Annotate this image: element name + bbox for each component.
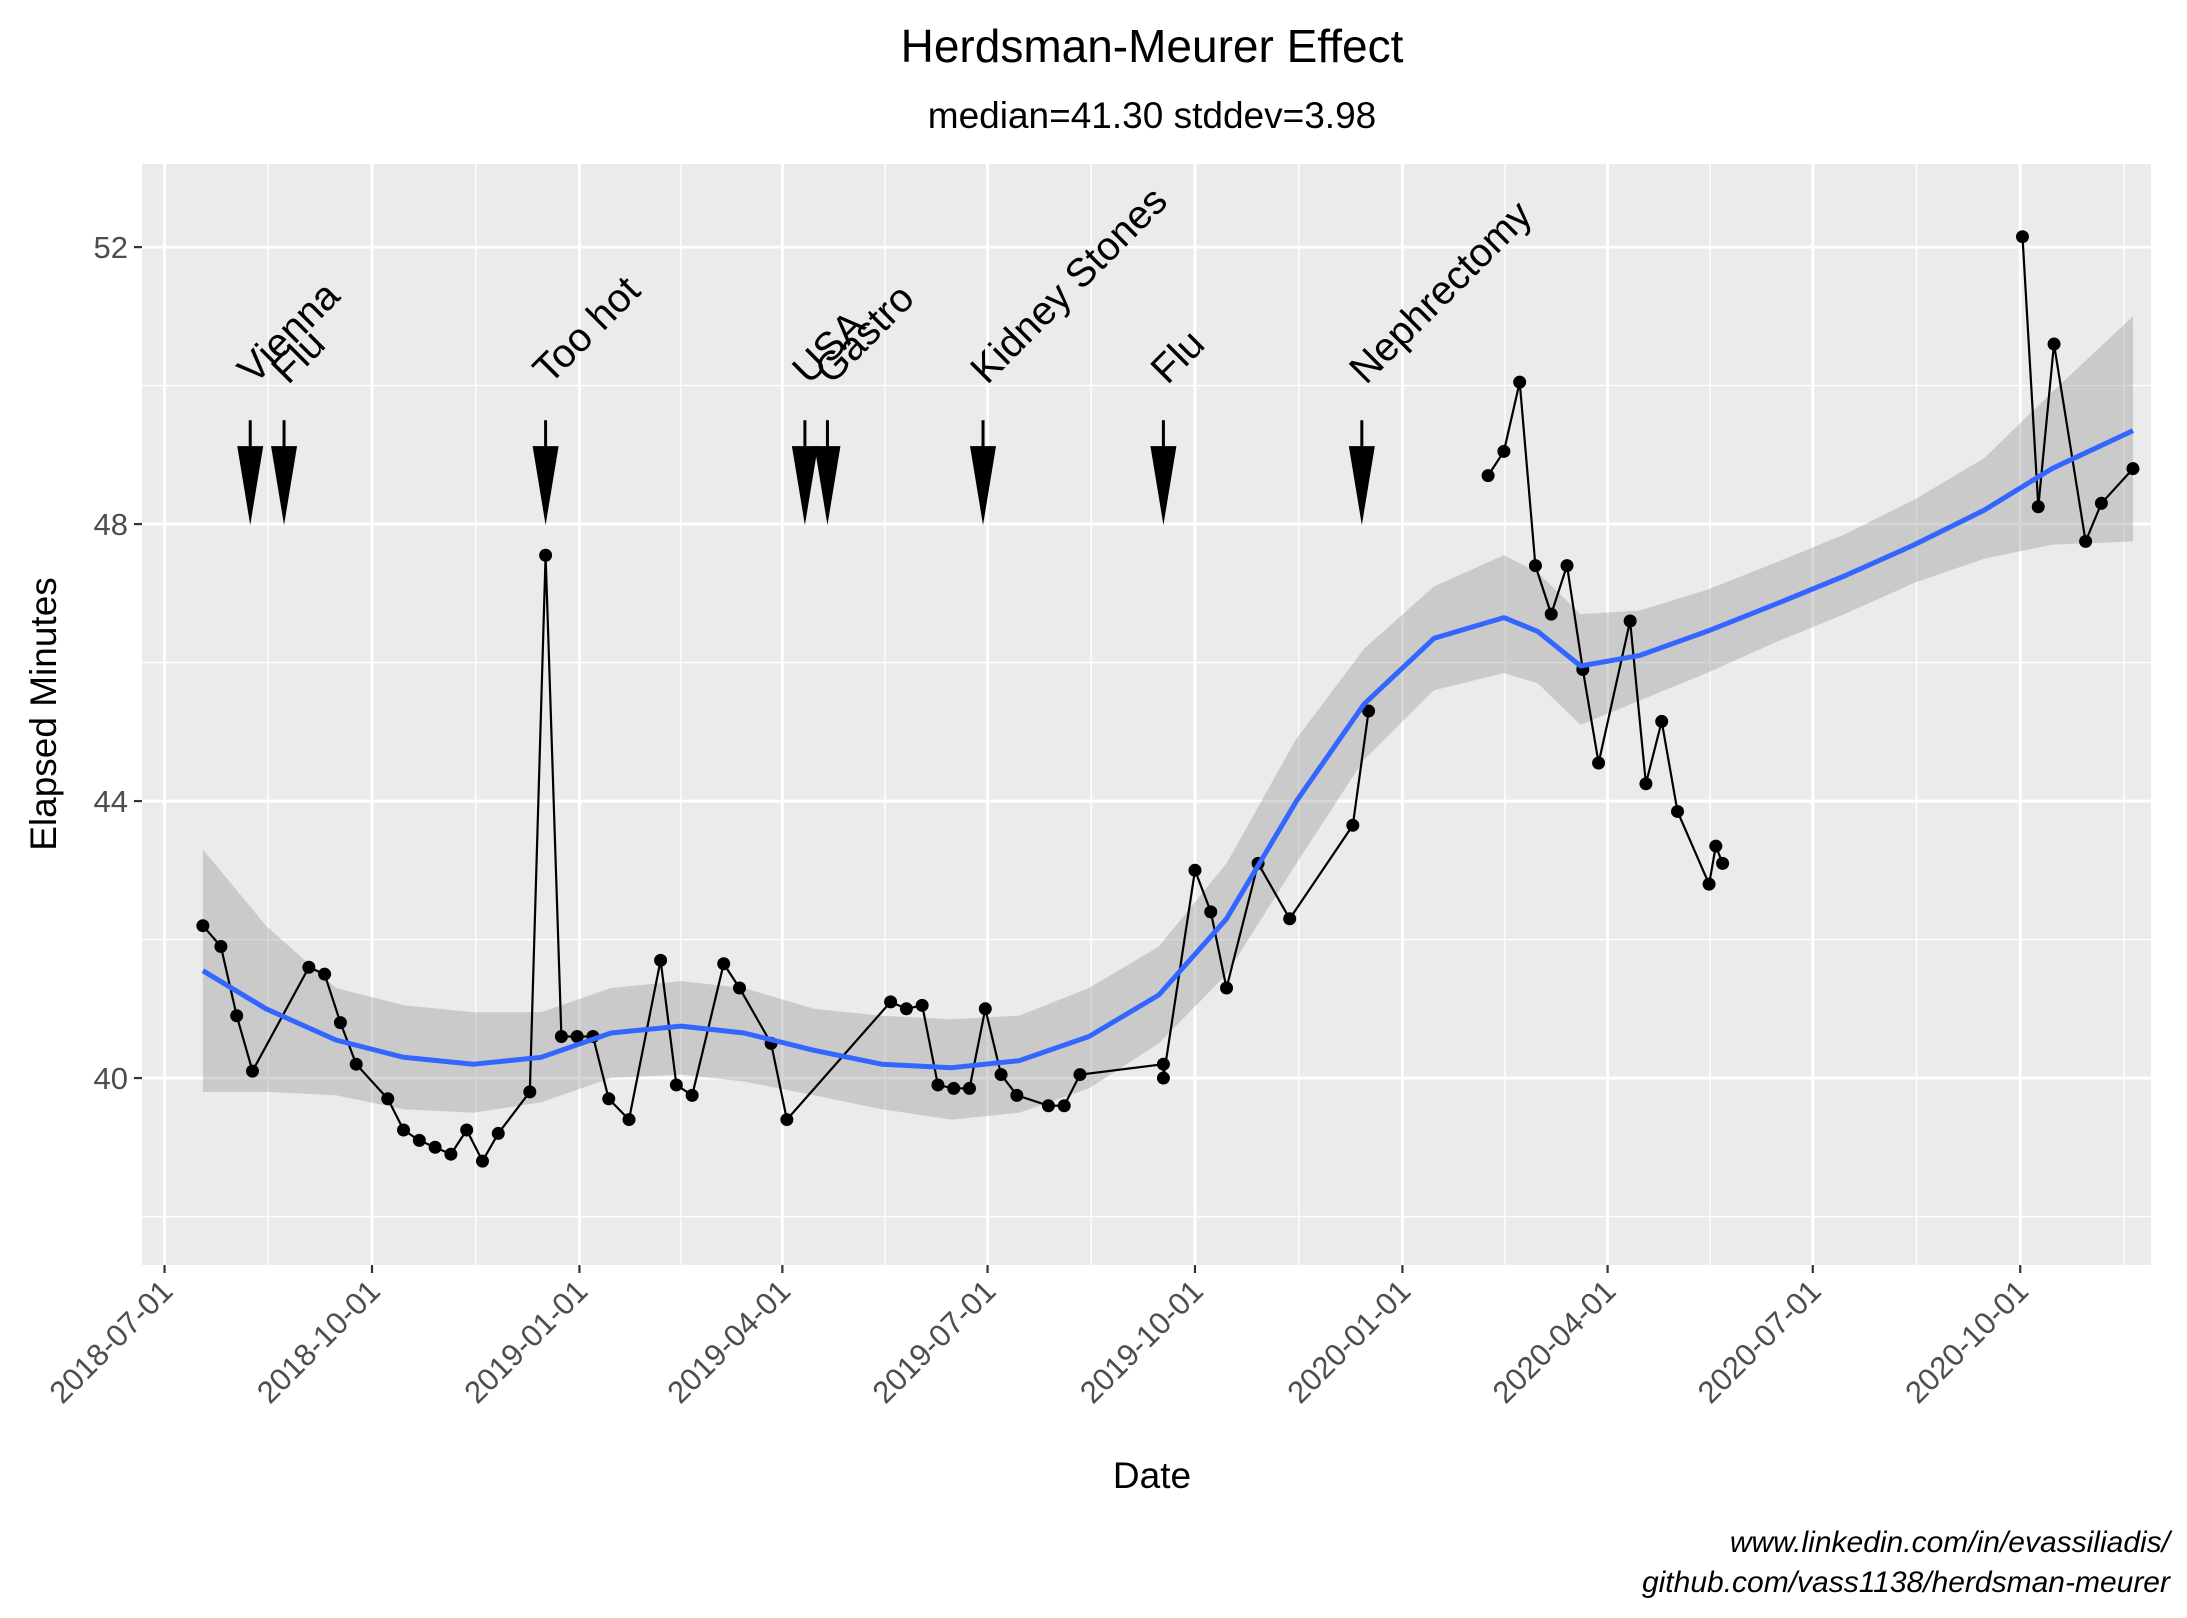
data-point — [444, 1147, 458, 1161]
data-point — [2079, 534, 2093, 548]
data-point — [899, 1002, 913, 1016]
data-point — [669, 1078, 683, 1092]
data-point — [1481, 469, 1495, 483]
data-point — [1204, 905, 1218, 919]
annotation-arrowhead — [1150, 446, 1177, 526]
data-point — [1716, 856, 1730, 870]
data-point — [1702, 877, 1716, 891]
data-point — [733, 981, 747, 995]
y-tick-label: 52 — [94, 230, 128, 265]
data-point — [318, 967, 332, 981]
series-line — [2021, 236, 2134, 546]
data-point — [523, 1085, 537, 1099]
data-point — [381, 1092, 395, 1106]
major-gridlines — [142, 164, 2151, 1265]
y-tick-label: 44 — [94, 784, 128, 819]
chart-title: Herdsman-Meurer Effect — [901, 20, 1404, 72]
data-point — [622, 1113, 636, 1127]
smooth-line-layer — [201, 428, 2135, 1071]
y-tick-label: 48 — [94, 507, 128, 542]
data-point — [884, 995, 898, 1009]
annotation-arrowhead — [814, 446, 841, 526]
data-point — [2015, 230, 2029, 244]
plot-panel — [142, 164, 2151, 1265]
data-point — [397, 1123, 411, 1137]
data-point — [1057, 1099, 1071, 1113]
data-line-layer — [196, 230, 2140, 1168]
data-point — [654, 953, 668, 967]
data-point — [1010, 1088, 1024, 1102]
data-point — [1346, 818, 1360, 832]
data-point — [1041, 1099, 1055, 1113]
data-point — [978, 1002, 992, 1016]
data-point — [685, 1088, 699, 1102]
data-point — [214, 939, 228, 953]
data-point — [230, 1009, 244, 1023]
confidence-ribbon-layer — [202, 316, 2133, 1120]
data-point — [1560, 559, 1574, 573]
annotation-arrowhead — [271, 446, 298, 526]
data-point — [1592, 756, 1606, 770]
data-point — [570, 1029, 584, 1043]
data-point — [1188, 863, 1202, 877]
data-point — [1220, 981, 1234, 995]
data-point — [602, 1092, 616, 1106]
data-point — [963, 1081, 977, 1095]
data-point — [931, 1078, 945, 1092]
data-point — [245, 1064, 259, 1078]
data-point — [302, 960, 316, 974]
data-point — [460, 1123, 474, 1137]
data-point — [1073, 1068, 1087, 1082]
chart-subtitle: median=41.30 stddev=3.98 — [928, 95, 1376, 136]
data-point — [915, 998, 929, 1012]
data-point — [1623, 614, 1637, 628]
data-point — [333, 1016, 347, 1030]
data-point — [349, 1057, 363, 1071]
annotation-arrowhead — [237, 446, 264, 526]
data-point — [1497, 444, 1511, 458]
caption-github: github.com/vass1138/herdsman-meurer — [1642, 1566, 2171, 1599]
data-point — [1362, 704, 1376, 718]
data-point — [1639, 777, 1653, 791]
data-point — [1655, 714, 1669, 728]
annotation-arrowhead — [1348, 446, 1375, 526]
data-point — [780, 1113, 794, 1127]
annotation-arrowhead — [532, 446, 559, 526]
data-point — [717, 957, 731, 971]
data-point — [2047, 337, 2061, 351]
data-point — [1513, 375, 1527, 389]
confidence-ribbon — [202, 316, 2133, 1120]
annotation-arrowhead — [970, 446, 997, 526]
data-point — [475, 1154, 489, 1168]
x-axis-title: Date — [1113, 1455, 1191, 1496]
y-tick-label: 40 — [94, 1061, 128, 1096]
data-point — [412, 1133, 426, 1147]
caption-linkedin: www.linkedin.com/in/evassiliadis/ — [1730, 1526, 2173, 1559]
data-point — [1709, 839, 1723, 853]
data-point — [2031, 500, 2045, 514]
data-point — [539, 548, 553, 562]
data-point — [196, 919, 210, 933]
data-point — [1283, 912, 1297, 926]
data-point — [2126, 462, 2140, 476]
data-point — [428, 1140, 442, 1154]
data-point — [491, 1126, 505, 1140]
y-axis-title: Elapsed Minutes — [23, 577, 64, 851]
data-point — [2094, 496, 2108, 510]
data-point — [1156, 1071, 1170, 1085]
data-point — [1544, 607, 1558, 621]
smooth-trend-line — [201, 428, 2135, 1071]
data-point — [554, 1029, 568, 1043]
data-point — [1528, 559, 1542, 573]
data-point — [1156, 1057, 1170, 1071]
annotation-arrowhead — [791, 446, 818, 526]
data-point — [947, 1081, 961, 1095]
data-point — [1670, 804, 1684, 818]
data-point — [994, 1068, 1008, 1082]
